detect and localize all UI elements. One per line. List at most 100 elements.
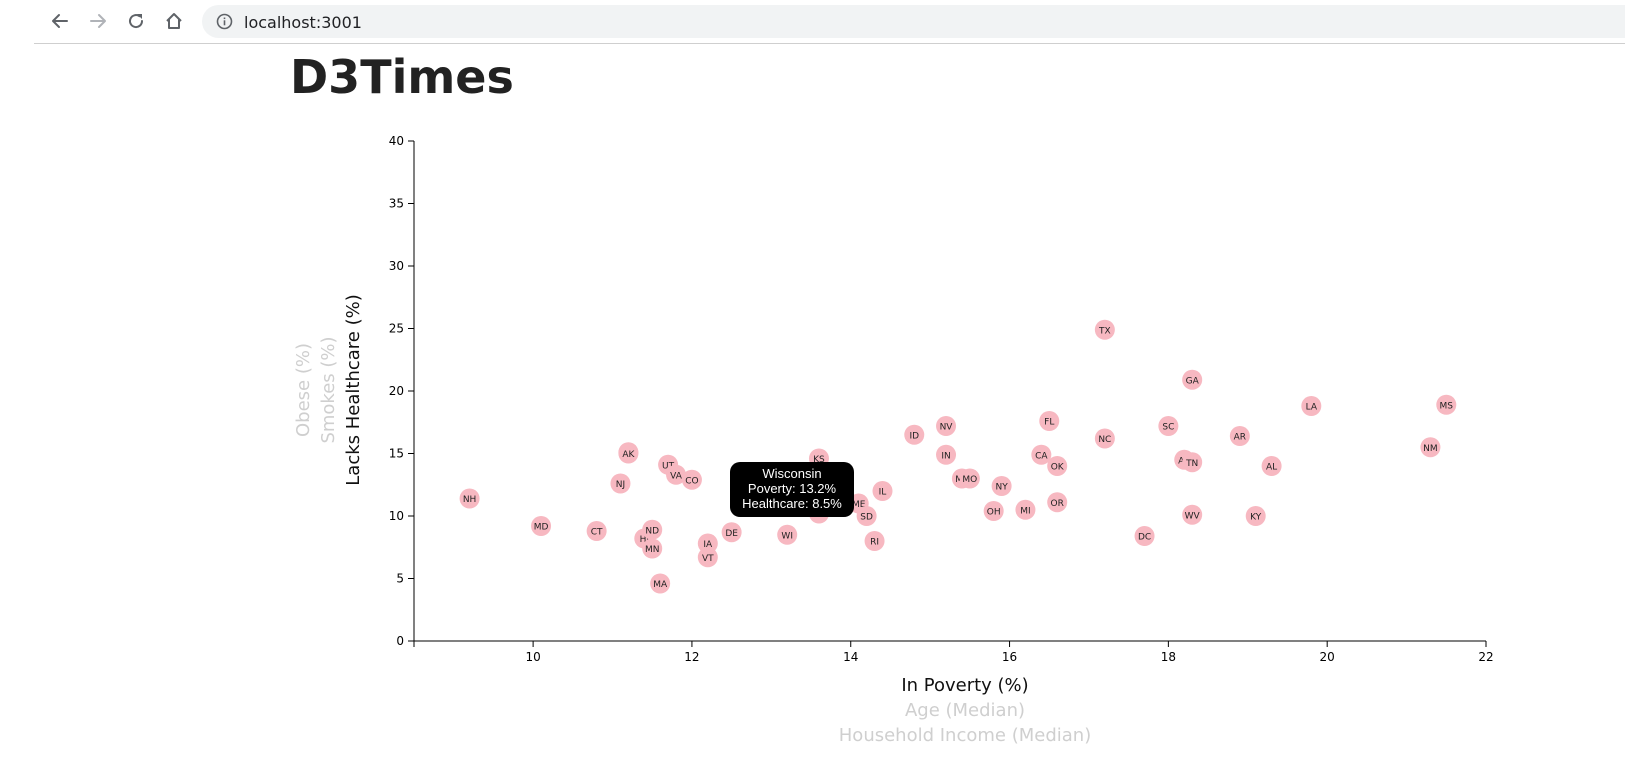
state-abbr-label: IN [941, 451, 950, 461]
y-axis-labels: Lacks Healthcare (%)Smokes (%)Obese (%) [293, 294, 364, 485]
state-abbr-label: MD [534, 523, 549, 533]
state-marker [1245, 506, 1266, 526]
state-abbr-label: ND [645, 526, 659, 536]
address-bar[interactable]: localhost:3001 [202, 5, 1625, 38]
state-abbr-label: IL [879, 488, 887, 498]
state-abbr-label: CO [685, 476, 698, 486]
info-icon[interactable] [216, 13, 233, 30]
state-marker [642, 519, 663, 540]
state-abbr-label: KY [1250, 513, 1262, 523]
state-abbr-label: NY [995, 483, 1008, 493]
y-tick-label: 25 [389, 322, 404, 336]
x-axis-labels: In Poverty (%) Age (Median) Household Inco… [839, 675, 1091, 746]
state-marker [1182, 504, 1203, 525]
state-marker [1261, 456, 1282, 476]
y-axis-label-option[interactable]: Lacks Healthcare (%) [343, 294, 364, 485]
state-marker [697, 547, 718, 568]
y-tick-label: 40 [389, 134, 404, 148]
state-abbr-label: CA [1035, 451, 1048, 461]
y-axis: 0 5 10 15 20 25 30 35 40 [389, 134, 415, 648]
browser-toolbar: localhost:3001 [34, 0, 1625, 44]
state-abbr-label: NV [940, 423, 954, 433]
state-marker [697, 533, 718, 554]
y-tick-label: 15 [389, 447, 404, 461]
x-axis-label-option[interactable]: Household Income (Median) [839, 725, 1091, 746]
x-axis-label-option[interactable]: In Poverty (%) [901, 675, 1028, 696]
state-abbr-label: WV [1185, 511, 1201, 521]
state-abbr-label: SC [1162, 423, 1174, 433]
state-abbr-label: MS [1440, 401, 1454, 411]
home-icon [166, 13, 182, 29]
state-marker [618, 443, 639, 464]
forward-button[interactable] [85, 8, 111, 34]
state-marker [959, 468, 980, 489]
state-abbr-label: MA [653, 580, 668, 590]
state-abbr-label: FL [1044, 418, 1054, 428]
state-abbr-label: NM [1423, 444, 1438, 454]
x-tick-label: 16 [1002, 650, 1017, 664]
forward-arrow-icon [90, 14, 106, 28]
state-marker [936, 444, 957, 465]
y-tick-label: 35 [389, 197, 404, 211]
state-marker [1094, 319, 1115, 340]
reload-button[interactable] [123, 8, 149, 34]
state-abbr-label: ME [852, 500, 866, 510]
x-axis-label-option[interactable]: Age (Median) [905, 700, 1025, 721]
state-abbr-label: NC [1098, 435, 1111, 445]
state-abbr-label: DC [1138, 533, 1151, 543]
tooltip-state: Wisconsin [762, 466, 822, 481]
state-marker [1436, 394, 1457, 415]
y-axis-label-option[interactable]: Obese (%) [293, 343, 314, 437]
state-abbr-label: OR [1051, 499, 1064, 509]
state-abbr-label: VT [702, 554, 714, 564]
state-marker [1047, 492, 1068, 513]
state-abbr-label: DE [725, 529, 738, 539]
state-marker [642, 538, 663, 559]
state-marker [1420, 437, 1441, 458]
y-tick-label: 0 [396, 634, 404, 648]
state-abbr-label: WI [781, 531, 793, 541]
state-marker [983, 501, 1004, 521]
state-marker [610, 473, 631, 494]
state-abbr-label: OK [1051, 463, 1065, 473]
home-button[interactable] [161, 8, 187, 34]
state-abbr-label: TN [1185, 459, 1198, 469]
state-marker [1182, 369, 1203, 390]
state-abbr-label: AL [1266, 463, 1277, 473]
state-abbr-label: LA [1306, 403, 1318, 413]
state-marker [531, 516, 552, 536]
x-tick-label: 18 [1161, 650, 1176, 664]
state-abbr-label: CT [591, 528, 603, 538]
url-text[interactable]: localhost:3001 [244, 13, 362, 32]
x-tick-label: 10 [525, 650, 540, 664]
state-marker [1031, 444, 1052, 465]
state-abbr-label: TX [1098, 326, 1111, 336]
tooltip: Wisconsin Poverty: 13.2% Healthcare: 8.5… [730, 462, 854, 517]
state-abbr-label: NH [463, 495, 477, 505]
back-button[interactable] [47, 8, 73, 34]
state-abbr-label: OH [987, 508, 1001, 518]
state-marker [936, 416, 957, 436]
state-marker [777, 524, 798, 545]
state-abbr-label: HI [640, 535, 649, 545]
data-points: NHMDCTNJWYAKHINDMNMAUTVACOIAVTDEWIKSNEME… [459, 319, 1457, 594]
x-tick-label: 14 [843, 650, 858, 664]
state-abbr-label: IA [703, 540, 713, 550]
state-marker [1301, 396, 1322, 416]
state-abbr-label: AK [622, 450, 635, 460]
state-marker [1158, 416, 1179, 436]
state-abbr-label: MI [1020, 506, 1030, 516]
y-tick-label: 20 [389, 384, 404, 398]
state-marker [864, 531, 885, 551]
y-tick-label: 5 [396, 572, 404, 586]
state-abbr-label: MN [645, 545, 660, 555]
state-abbr-label: UT [662, 461, 675, 471]
y-tick-label: 30 [389, 259, 404, 273]
state-marker [1047, 456, 1068, 476]
reload-icon [129, 14, 144, 29]
y-axis-label-option[interactable]: Smokes (%) [318, 336, 339, 443]
state-marker [1229, 426, 1250, 446]
x-tick-label: 20 [1320, 650, 1335, 664]
tooltip-healthcare: Healthcare: 8.5% [742, 496, 842, 511]
